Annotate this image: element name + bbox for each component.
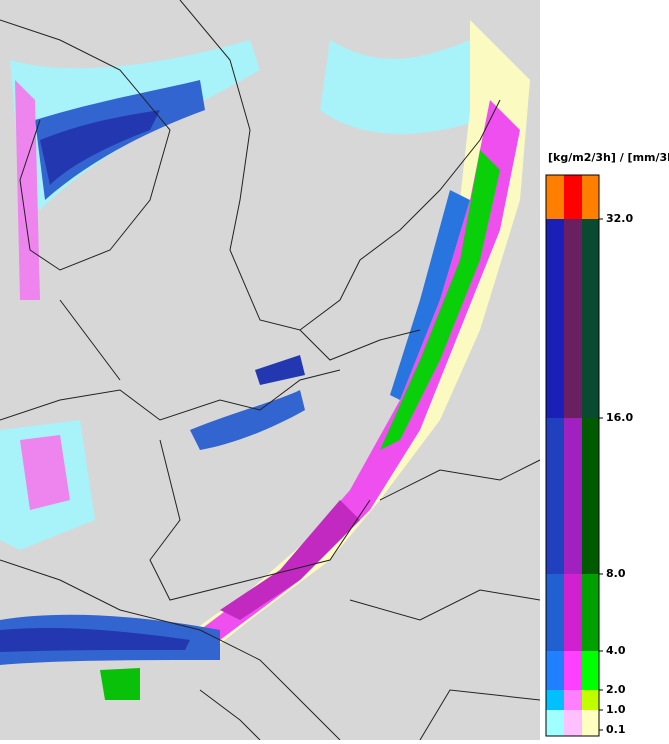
- legend-label: 32.0: [606, 212, 633, 225]
- coastlines: [0, 0, 541, 741]
- legend-title: [kg/m2/3h] / [mm/3h]: [548, 151, 669, 164]
- legend-label: 2.0: [606, 683, 626, 696]
- legend-label: 4.0: [606, 644, 626, 657]
- precipitation: [0, 20, 530, 700]
- legend-label: 8.0: [606, 567, 626, 580]
- legend-label: 16.0: [606, 411, 633, 424]
- legend: [545, 174, 600, 737]
- map: [0, 0, 541, 741]
- legend-label: 0.1: [606, 723, 626, 736]
- legend-label: 1.0: [606, 703, 626, 716]
